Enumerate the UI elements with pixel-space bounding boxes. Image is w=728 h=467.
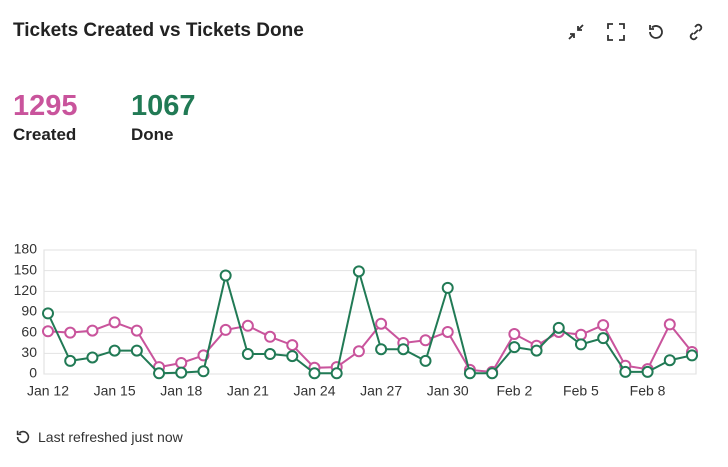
data-point: [486, 367, 499, 380]
data-point: [130, 324, 143, 337]
data-point: [330, 367, 343, 380]
data-point: [352, 265, 365, 278]
footer: Last refreshed just now: [14, 428, 183, 446]
data-point: [552, 321, 565, 334]
y-tick-label: 150: [14, 261, 38, 277]
x-tick-label: Feb 5: [563, 383, 599, 399]
refresh-small-icon: [16, 430, 30, 444]
data-point: [308, 367, 321, 380]
data-point: [264, 330, 277, 343]
y-tick-label: 90: [21, 303, 37, 319]
data-point: [175, 366, 188, 379]
data-point: [352, 345, 365, 358]
x-tick-label: Jan 21: [227, 383, 269, 399]
data-point: [153, 367, 166, 380]
x-tick-label: Feb 2: [496, 383, 532, 399]
x-tick-label: Jan 30: [427, 383, 469, 399]
data-point: [641, 365, 654, 378]
data-point: [441, 325, 454, 338]
data-point: [108, 344, 121, 357]
data-point: [108, 316, 121, 329]
y-tick-label: 30: [21, 344, 37, 360]
data-point: [175, 356, 188, 369]
x-tick-label: Jan 12: [27, 383, 69, 399]
kpi-created: 1295 Created: [13, 90, 78, 145]
data-point: [264, 348, 277, 361]
data-point: [130, 344, 143, 357]
y-tick-label: 0: [29, 365, 37, 381]
data-point: [441, 281, 454, 294]
data-point: [397, 343, 410, 356]
data-point: [419, 354, 432, 367]
kpi-value: 1295: [13, 90, 78, 122]
data-point: [219, 269, 232, 282]
data-point: [64, 326, 77, 339]
x-tick-label: Jan 27: [360, 383, 402, 399]
data-point: [375, 343, 388, 356]
x-tick-label: Feb 8: [630, 383, 666, 399]
data-point: [663, 318, 676, 331]
data-point: [286, 350, 299, 363]
data-point: [286, 339, 299, 352]
y-tick-label: 120: [14, 282, 38, 298]
data-point: [64, 354, 77, 367]
fullscreen-icon[interactable]: [606, 22, 626, 42]
data-point: [241, 319, 254, 332]
data-point: [574, 338, 587, 351]
data-point: [42, 325, 54, 338]
series-line: [47, 271, 693, 375]
kpi-value: 1067: [131, 90, 196, 122]
kpi-label: Created: [13, 125, 77, 144]
data-point: [619, 365, 632, 378]
data-point: [241, 348, 254, 361]
data-point: [530, 344, 543, 357]
data-point: [86, 324, 99, 337]
x-tick-label: Jan 24: [293, 383, 335, 399]
kpi-done: 1067 Done: [131, 90, 196, 145]
data-point: [197, 365, 210, 378]
y-tick-label: 180: [14, 241, 38, 257]
refresh-icon[interactable]: [646, 22, 666, 42]
link-icon[interactable]: [686, 22, 706, 42]
data-point: [663, 354, 676, 367]
data-point: [419, 334, 432, 347]
widget-title: Tickets Created vs Tickets Done: [13, 20, 304, 41]
y-tick-label: 60: [21, 323, 37, 339]
collapse-icon[interactable]: [566, 22, 586, 42]
data-point: [42, 307, 54, 320]
series-line: [47, 321, 693, 373]
data-point: [219, 323, 232, 336]
data-point: [597, 332, 610, 345]
data-point: [86, 351, 99, 364]
data-point: [375, 317, 388, 330]
x-tick-label: Jan 18: [160, 383, 202, 399]
data-point: [463, 367, 476, 380]
footer-text: Last refreshed just now: [38, 429, 183, 445]
data-point: [508, 341, 521, 354]
data-point: [597, 319, 610, 332]
chart: 0 30 60 90 120 150 180 Jan 12 Jan 15 Jan 18 Jan 21…: [14, 241, 698, 399]
x-tick-label: Jan 15: [94, 383, 136, 399]
data-point: [508, 328, 521, 341]
toolbar: [566, 22, 706, 42]
data-point: [574, 328, 587, 341]
data-point: [686, 349, 698, 362]
kpi-label: Done: [131, 125, 174, 144]
